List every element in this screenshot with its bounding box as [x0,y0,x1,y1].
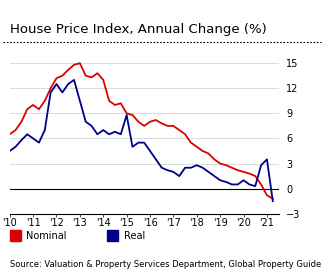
Text: Real: Real [124,231,145,241]
Text: Nominal: Nominal [27,231,67,241]
Text: House Price Index, Annual Change (%): House Price Index, Annual Change (%) [10,23,266,36]
Bar [10,230,21,241]
Text: Source: Valuation & Property Services Department, Global Property Guide: Source: Valuation & Property Services De… [10,259,321,269]
Bar [107,230,118,241]
